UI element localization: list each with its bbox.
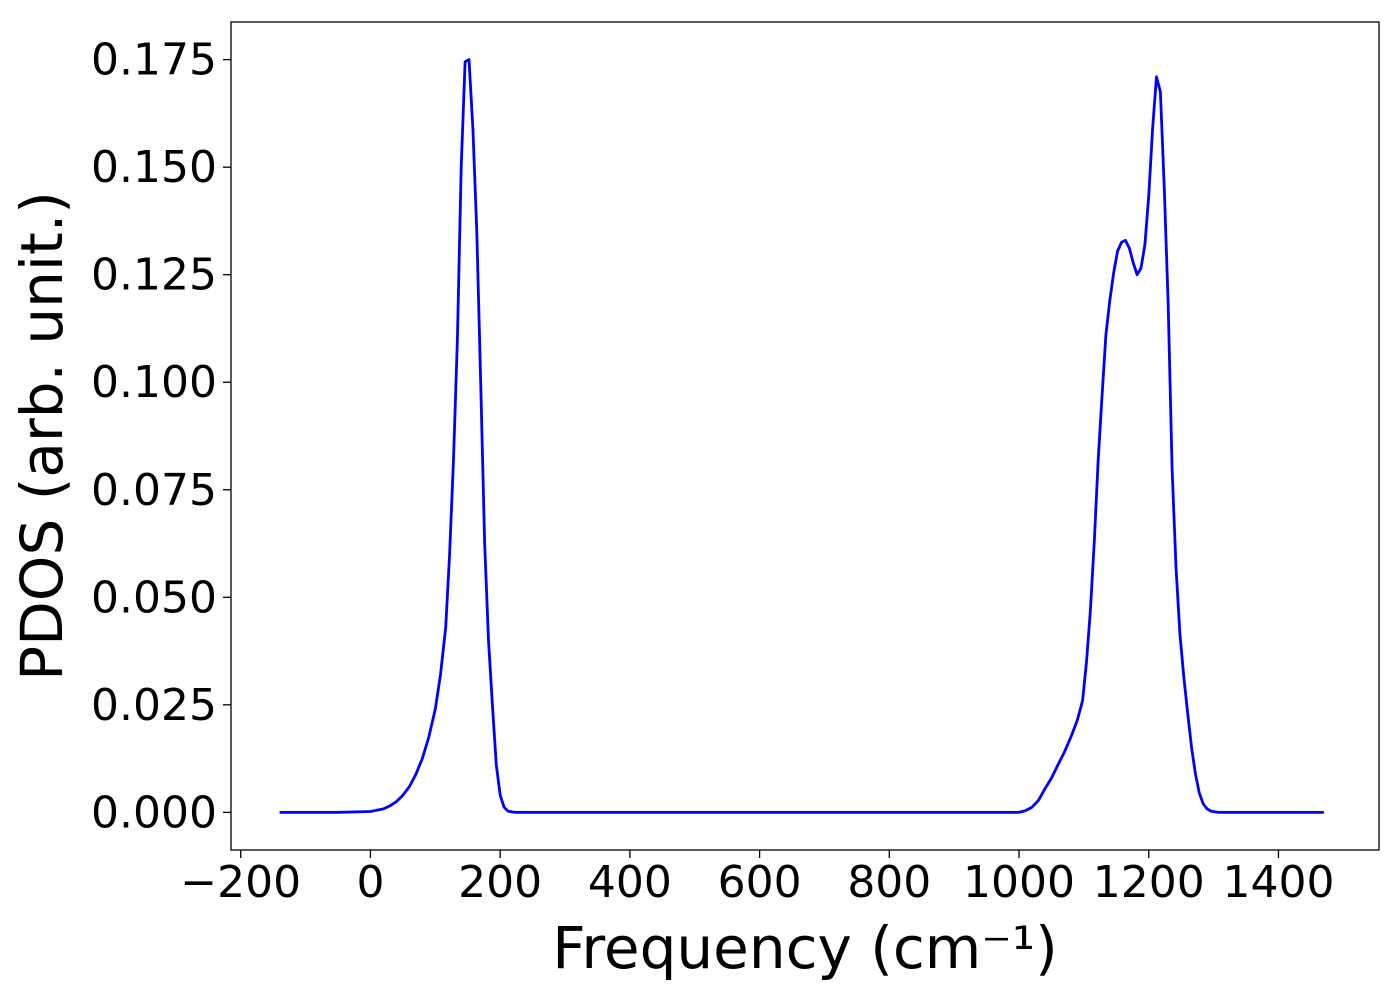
x-tick-label: 1000 xyxy=(963,857,1075,908)
y-tick-label: 0.100 xyxy=(91,357,217,408)
x-tick-label: 200 xyxy=(458,857,542,908)
x-tick-label: 1400 xyxy=(1222,857,1334,908)
y-tick-label: 0.125 xyxy=(91,250,217,301)
x-tick-label: −200 xyxy=(180,857,301,908)
y-tick-label: 0.175 xyxy=(91,35,217,86)
y-axis-label: PDOS (arb. unit.) xyxy=(8,191,76,681)
plot-area xyxy=(230,21,1380,851)
y-tick-label: 0.025 xyxy=(91,680,217,731)
x-tick-label: 1200 xyxy=(1093,857,1205,908)
x-tick-label: 0 xyxy=(356,857,384,908)
y-tick-label: 0.000 xyxy=(91,787,217,838)
y-tick-label: 0.075 xyxy=(91,465,217,516)
x-axis: −200 0 200 400 600 800 1000 1200 1400 xyxy=(180,850,1334,908)
x-tick-label: 600 xyxy=(718,857,802,908)
x-tick-label: 800 xyxy=(847,857,931,908)
y-axis: 0.000 0.025 0.050 0.075 0.100 0.125 0.150 0.175 xyxy=(91,35,231,838)
x-tick-label: 400 xyxy=(588,857,672,908)
y-tick-label: 0.050 xyxy=(91,572,217,623)
series-line xyxy=(279,58,1324,814)
plot-frame xyxy=(230,21,1380,851)
x-axis-label: Frequency (cm⁻¹) xyxy=(552,914,1058,982)
y-tick-label: 0.150 xyxy=(91,142,217,193)
